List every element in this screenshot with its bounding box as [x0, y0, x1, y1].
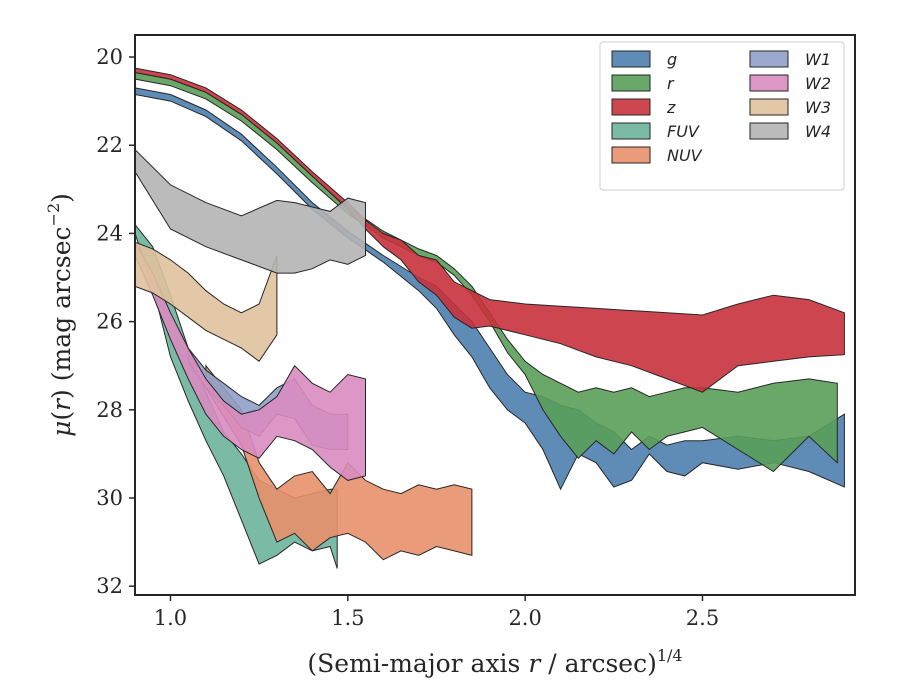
plot-frame: [134, 34, 856, 596]
x-axis: 1.0 1.5 2.0 2.5: [154, 595, 719, 630]
legend-label-g: g: [667, 50, 677, 69]
y-tick-label: 24: [96, 221, 123, 245]
band-w2: [135, 241, 366, 481]
legend-swatch-r: [611, 74, 651, 92]
legend-swatch-w3: [749, 98, 789, 116]
x-tick-label: 2.5: [686, 606, 719, 630]
y-axis-title: μ(r) (mag arcsec−2): [44, 193, 76, 437]
legend-label-z: z: [666, 98, 676, 117]
profile-bands: [135, 67, 845, 569]
legend-label-w2: W2: [805, 74, 831, 93]
legend-swatch-w1: [749, 50, 789, 68]
legend-label-w3: W3: [805, 98, 831, 117]
x-tick-label: 1.5: [331, 606, 364, 630]
legend-label-nuv: NUV: [667, 146, 703, 165]
y-tick-label: 26: [96, 310, 123, 334]
legend-swatch-w4: [749, 122, 789, 140]
legend-label-w1: W1: [805, 50, 831, 69]
y-tick-label: 28: [96, 398, 123, 422]
band-nuv: [205, 364, 473, 561]
band-w3: [135, 241, 278, 363]
y-tick-label: 20: [96, 45, 123, 69]
legend-swatch-z: [611, 98, 651, 116]
legend-label-r: r: [667, 74, 675, 93]
legend-swatch-nuv: [611, 146, 651, 164]
y-tick-label: 30: [96, 486, 123, 510]
band-w4: [135, 148, 366, 274]
x-tick-label: 1.0: [154, 606, 187, 630]
y-axis: 20 22 24 26 28 30 32: [96, 45, 135, 598]
legend-swatch-fuv: [611, 122, 651, 140]
legend-label-w4: W4: [805, 122, 831, 141]
y-tick-label: 32: [96, 574, 123, 598]
legend-label-fuv: FUV: [667, 122, 700, 141]
band-z: [135, 67, 845, 393]
x-axis-title: (Semi-major axis r / arcsec)1/4: [307, 646, 682, 678]
legend: grz FUV NUV W1 W2 W3 W4: [599, 41, 845, 191]
legend-swatch-w2: [749, 74, 789, 92]
x-tick-label: 2.0: [508, 606, 541, 630]
legend-swatch-g: [611, 50, 651, 68]
y-tick-label: 22: [96, 133, 123, 157]
